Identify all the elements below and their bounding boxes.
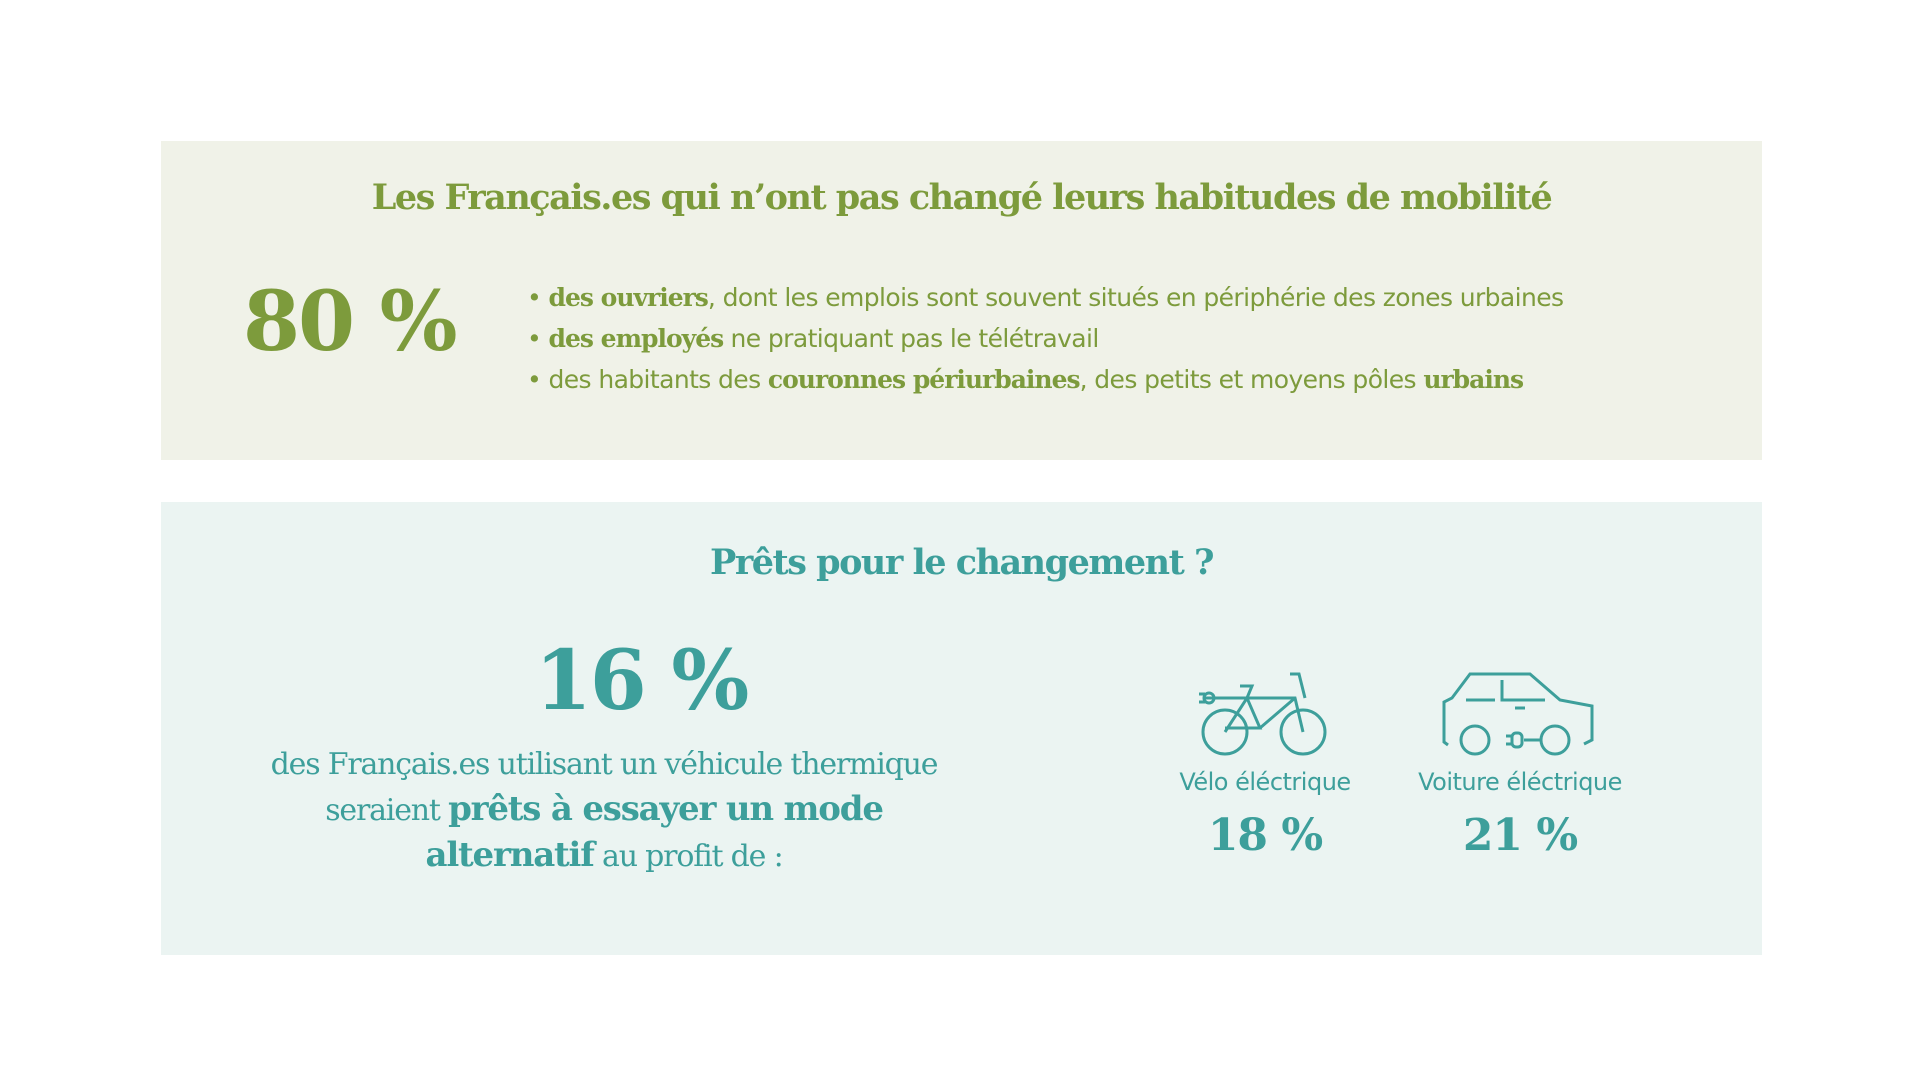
stat-description: des Français.es utilisant un véhicule th… [270, 747, 939, 875]
bullet-item: • des ouvriers, dont les emplois sont so… [527, 283, 1564, 312]
mode-label: Voiture éléctrique [1418, 768, 1622, 796]
unchanged-habits-panel: Les Français.es qui n’ont pas changé leu… [161, 141, 1762, 460]
ready-for-change-panel: Prêts pour le changement ? 16 % des Fran… [161, 502, 1762, 955]
mode-value: 18 % [1207, 810, 1323, 861]
panel-title: Prêts pour le changement ? [710, 542, 1214, 583]
mode-value: 21 % [1462, 810, 1578, 861]
stat-16: 16 % [534, 633, 750, 729]
electric-car-icon [1442, 672, 1594, 756]
bullet-item: • des habitants des couronnes périurbain… [527, 365, 1524, 394]
bullet-list: • des ouvriers, dont les emplois sont so… [527, 277, 1564, 400]
mode-electric-car: Voiture éléctrique 21 % [1400, 670, 1640, 861]
stat-80: 80 % [243, 274, 458, 370]
panel-title: Les Français.es qui n’ont pas changé leu… [371, 177, 1553, 218]
bullet-item: • des employés ne pratiquant pas le télé… [527, 324, 1099, 353]
electric-bike-icon [1199, 672, 1327, 756]
mode-label: Vélo éléctrique [1179, 768, 1351, 796]
mode-electric-bike: Vélo éléctrique 18 % [1145, 670, 1385, 861]
